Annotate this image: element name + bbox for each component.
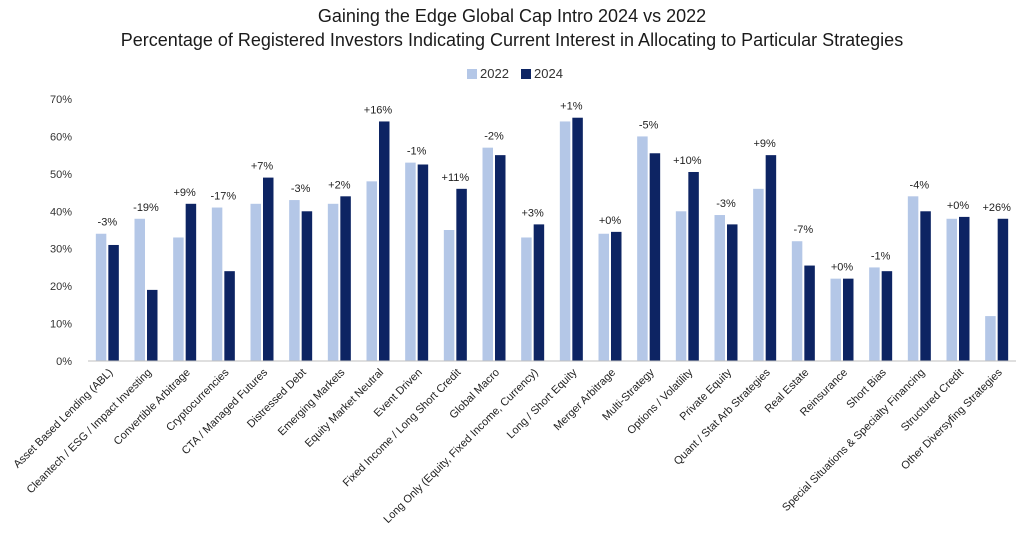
bar-2024-22 [959, 216, 970, 361]
chart-title: Gaining the Edge Global Cap Intro 2024 v… [318, 6, 706, 26]
change-label: +11% [442, 172, 470, 184]
bar-2022-11 [521, 237, 532, 361]
bar-2022-2 [173, 237, 184, 361]
bar-2024-12 [572, 117, 583, 361]
legend-label-2022: 2022 [480, 66, 509, 81]
bar-2024-17 [765, 155, 777, 361]
change-label: +16% [364, 104, 393, 116]
bar-2024-0 [108, 244, 119, 361]
category-label: Options / Volatility [625, 366, 696, 437]
bar-2022-15 [675, 211, 687, 361]
legend-swatch-2022 [467, 69, 477, 79]
bar-2024-1 [147, 289, 158, 361]
bar-2024-14 [649, 153, 661, 361]
bar-2022-4 [250, 203, 261, 361]
bar-2022-19 [830, 278, 841, 361]
change-label: +0% [831, 262, 854, 274]
bar-2024-16 [727, 224, 738, 361]
bar-2024-19 [843, 278, 854, 361]
bar-2022-8 [405, 162, 416, 361]
legend: 2022 2024 [467, 66, 563, 81]
bar-2022-0 [95, 233, 107, 361]
y-tick-label: 30% [50, 244, 72, 256]
bar-2022-12 [559, 121, 571, 361]
category-label: Long / Short Equity [505, 366, 580, 441]
bar-2022-13 [598, 233, 609, 361]
change-label: +0% [599, 215, 622, 227]
change-label: +3% [522, 207, 545, 219]
bar-2022-18 [791, 241, 803, 361]
bar-2022-9 [443, 230, 455, 361]
data-labels: -3% -19% +9% -17% +7% -3% +2% +16% -1% +11% -2% +3%… [98, 101, 1012, 274]
bars [95, 117, 1009, 361]
bar-2024-9 [456, 188, 467, 361]
y-tick-label: 60% [50, 131, 72, 143]
bar-2022-14 [637, 136, 648, 361]
bar-2024-21 [920, 211, 931, 361]
bar-2024-10 [495, 155, 506, 361]
bar-2024-15 [688, 171, 699, 361]
change-label: +9% [754, 138, 777, 150]
y-tick-label: 70% [50, 94, 72, 106]
change-label: -3% [291, 183, 311, 195]
bar-2024-20 [881, 271, 893, 361]
bar-2024-11 [533, 224, 545, 361]
category-label: Convertible Arbitrage [112, 367, 193, 448]
y-tick-label: 10% [50, 319, 72, 331]
change-label: -19% [133, 202, 159, 214]
change-label: +0% [947, 200, 970, 212]
bar-2024-5 [301, 211, 313, 361]
bar-2024-18 [804, 265, 815, 361]
bar-2022-17 [753, 188, 764, 361]
change-label: +7% [251, 161, 274, 173]
change-label: -5% [639, 119, 659, 131]
change-label: -3% [98, 217, 118, 229]
change-label: +9% [174, 187, 197, 199]
bar-2022-10 [482, 147, 493, 361]
y-tick-label: 20% [50, 281, 72, 293]
y-tick-label: 50% [50, 169, 72, 181]
bar-2022-22 [946, 218, 957, 361]
change-label: +1% [560, 101, 583, 113]
y-axis: 0% 10% 20% 30% 40% 50% 60% 70% [50, 94, 72, 368]
change-label: -7% [794, 224, 814, 236]
bar-2022-3 [211, 207, 223, 361]
change-label: -17% [210, 191, 236, 203]
change-label: +10% [673, 155, 702, 167]
bar-2024-23 [997, 218, 1009, 361]
bar-2024-7 [379, 121, 390, 361]
bar-2022-16 [714, 215, 725, 361]
bar-2022-20 [869, 267, 880, 361]
change-label: -4% [910, 179, 930, 191]
x-axis: Asset Based Lending (ABL)Cleantech / ESG… [11, 360, 1016, 526]
bar-2022-1 [134, 218, 145, 361]
bar-2022-7 [366, 181, 377, 361]
legend-swatch-2024 [521, 69, 531, 79]
chart-subtitle: Percentage of Registered Investors Indic… [121, 30, 903, 50]
bar-2022-5 [289, 200, 300, 361]
bar-2024-2 [185, 203, 197, 361]
y-tick-label: 40% [50, 206, 72, 218]
change-label: +26% [982, 202, 1011, 214]
bar-2024-4 [263, 177, 274, 361]
change-label: -3% [716, 198, 736, 210]
bar-2022-23 [985, 316, 996, 361]
bar-2022-21 [907, 196, 919, 361]
bar-2024-8 [417, 164, 429, 361]
bar-2024-6 [340, 196, 351, 361]
y-tick-label: 0% [56, 356, 72, 368]
change-label: -2% [484, 131, 504, 143]
change-label: -1% [871, 250, 891, 262]
bar-2024-3 [224, 271, 235, 361]
legend-label-2024: 2024 [534, 66, 563, 81]
category-label: Emerging Markets [276, 366, 348, 438]
bar-2024-13 [611, 231, 622, 361]
category-label: Special Situations & Specialty Financing [780, 367, 927, 514]
change-label: +2% [328, 179, 351, 191]
change-label: -1% [407, 146, 427, 158]
bar-2022-6 [327, 203, 339, 361]
